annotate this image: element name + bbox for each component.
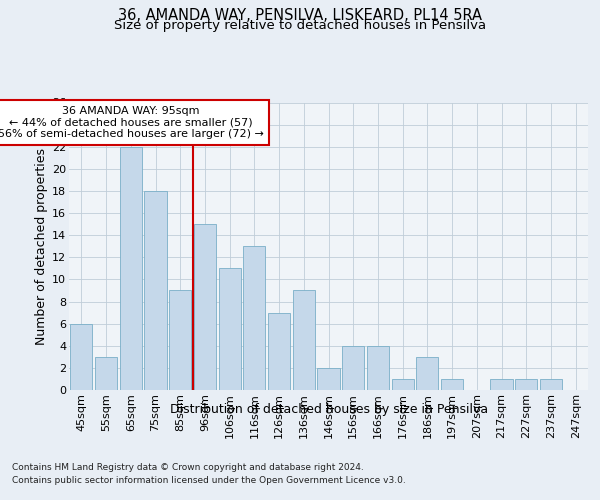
Bar (490, 379, 512, 390)
Bar (441, 379, 463, 390)
Text: Contains HM Land Registry data © Crown copyright and database right 2024.: Contains HM Land Registry data © Crown c… (12, 462, 364, 471)
Bar (367, 346, 389, 390)
Text: Distribution of detached houses by size in Pensilva: Distribution of detached houses by size … (170, 402, 488, 415)
Bar (342, 346, 364, 390)
Bar (540, 379, 562, 390)
Text: Size of property relative to detached houses in Pensilva: Size of property relative to detached ho… (114, 19, 486, 32)
Bar (268, 312, 290, 390)
Bar (416, 357, 439, 390)
Text: 36 AMANDA WAY: 95sqm
← 44% of detached houses are smaller (57)
56% of semi-detac: 36 AMANDA WAY: 95sqm ← 44% of detached h… (0, 106, 264, 139)
Bar (317, 368, 340, 390)
Bar (243, 246, 265, 390)
Text: Contains public sector information licensed under the Open Government Licence v3: Contains public sector information licen… (12, 476, 406, 485)
Bar (169, 290, 191, 390)
Y-axis label: Number of detached properties: Number of detached properties (35, 148, 48, 345)
Bar (392, 379, 414, 390)
Bar (119, 146, 142, 390)
Bar (70, 324, 92, 390)
Bar (145, 191, 167, 390)
Bar (194, 224, 216, 390)
Text: 36, AMANDA WAY, PENSILVA, LISKEARD, PL14 5RA: 36, AMANDA WAY, PENSILVA, LISKEARD, PL14… (118, 8, 482, 22)
Bar (515, 379, 538, 390)
Bar (95, 357, 117, 390)
Bar (218, 268, 241, 390)
Bar (293, 290, 315, 390)
